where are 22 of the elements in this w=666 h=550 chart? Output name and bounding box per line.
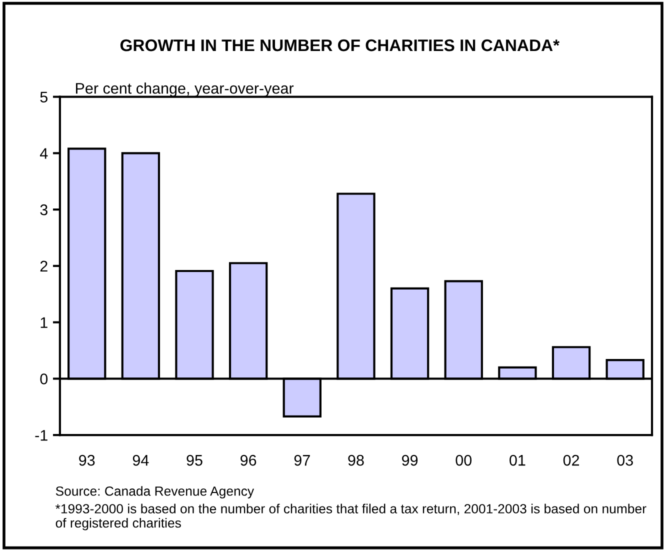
y-tick-label: 5 [40,92,48,102]
text: *1993-2000 is based on the number of charities that filed a tax return, 2001-2003 is based on number of registered charities [55,504,646,530]
x-tick-label: 02 [563,454,580,466]
x-tick-label: 01 [510,454,526,466]
x-tick-label: 96 [240,454,256,466]
x-tick-label: 93 [79,454,95,466]
x-tick-label: 95 [186,454,202,466]
x-tick-label: 97 [294,454,310,466]
y-tick-label: 4 [40,148,48,159]
x-tick-label: 98 [348,454,364,466]
y-tick-label: 0 [40,374,48,384]
chart-title: GROWTH IN THE NUMBER OF CHARITIES IN CANADA* [120,39,560,52]
x-tick-label: 99 [402,454,418,466]
y-tick-label: 3 [40,204,48,216]
source-note: Source: Canada Revenue Agency [56,486,254,498]
y-tick-label: -1 [35,430,48,441]
y-axis-title: Per cent change, year-over-year [76,82,294,97]
x-tick-label: 00 [456,454,472,466]
x-tick-label: 94 [132,454,149,466]
x-tick-label: 03 [617,454,633,466]
y-tick-label: 1 [40,317,48,328]
y-tick-label: 2 [40,260,48,272]
